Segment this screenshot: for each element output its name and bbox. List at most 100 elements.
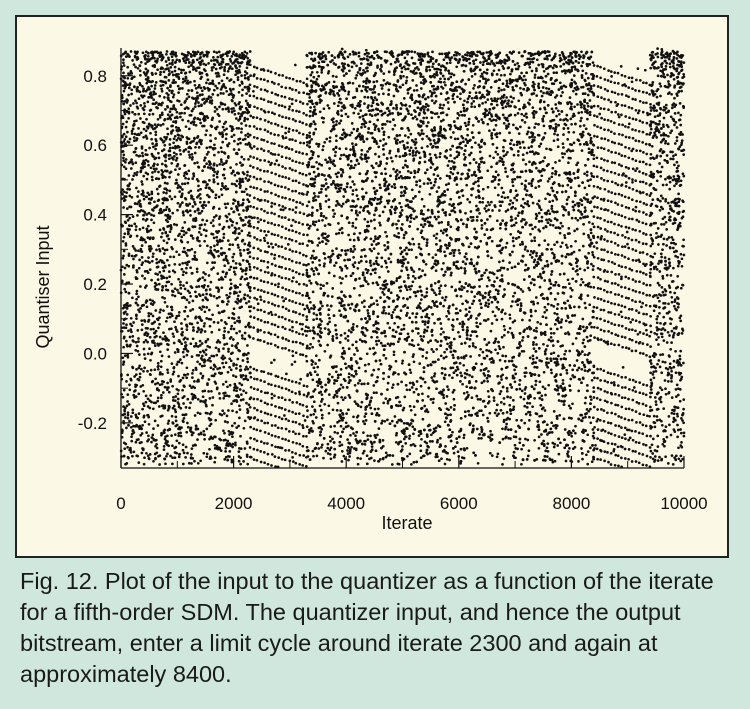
data-point xyxy=(185,430,189,434)
data-point xyxy=(203,180,206,183)
data-point xyxy=(469,334,473,337)
data-point xyxy=(229,431,233,434)
data-point xyxy=(191,177,195,180)
data-point xyxy=(181,80,185,84)
data-point xyxy=(215,296,219,300)
data-point xyxy=(242,296,246,300)
data-point xyxy=(232,50,236,54)
data-point xyxy=(232,327,236,331)
data-point xyxy=(168,230,172,234)
data-point xyxy=(228,268,231,272)
data-point xyxy=(243,110,247,114)
data-point xyxy=(167,93,170,97)
data-point xyxy=(206,244,209,248)
data-point xyxy=(156,123,160,127)
data-point xyxy=(231,351,234,355)
data-point xyxy=(132,174,135,178)
data-point xyxy=(185,281,189,285)
data-point xyxy=(155,388,159,391)
data-point xyxy=(190,447,194,450)
data-point xyxy=(194,342,198,345)
data-point xyxy=(131,411,135,415)
data-point xyxy=(242,172,246,176)
data-point xyxy=(211,93,215,96)
data-point xyxy=(155,59,159,63)
data-point xyxy=(146,352,150,356)
data-point xyxy=(123,51,127,55)
data-point xyxy=(150,84,153,88)
data-point xyxy=(150,175,154,179)
data-point xyxy=(230,324,234,328)
data-point xyxy=(204,133,208,137)
data-point xyxy=(143,319,146,322)
data-point xyxy=(135,153,138,157)
data-point xyxy=(231,62,234,65)
data-point xyxy=(364,419,368,422)
data-point xyxy=(142,87,145,91)
data-point xyxy=(187,89,190,92)
data-point xyxy=(131,454,134,458)
data-point xyxy=(177,432,181,435)
data-point xyxy=(167,355,171,358)
data-point xyxy=(224,450,227,453)
data-point xyxy=(217,74,221,78)
data-point xyxy=(163,248,167,252)
data-point xyxy=(244,268,248,272)
data-point xyxy=(399,205,403,209)
data-point xyxy=(179,103,183,107)
data-point xyxy=(225,89,229,93)
data-point xyxy=(197,278,201,282)
data-point xyxy=(155,167,158,171)
data-point xyxy=(171,58,175,62)
data-point xyxy=(156,273,160,276)
data-point xyxy=(215,107,219,111)
data-point xyxy=(197,230,201,234)
data-point xyxy=(238,408,242,411)
data-point xyxy=(127,456,130,460)
data-point xyxy=(189,453,193,456)
data-point xyxy=(135,297,138,301)
data-point xyxy=(466,128,469,131)
data-point xyxy=(202,228,206,232)
data-point xyxy=(245,365,248,369)
data-point xyxy=(402,233,406,237)
data-point xyxy=(203,156,207,160)
data-point xyxy=(316,365,320,369)
data-point xyxy=(158,454,162,457)
data-point xyxy=(212,255,216,259)
data-point xyxy=(166,258,169,262)
data-point xyxy=(226,442,230,446)
data-point xyxy=(366,309,370,312)
data-point xyxy=(126,52,129,56)
data-point xyxy=(193,210,197,213)
data-point xyxy=(182,284,185,287)
data-point xyxy=(195,91,199,95)
data-point xyxy=(183,413,186,417)
data-point xyxy=(136,195,139,198)
data-point xyxy=(122,58,125,62)
data-point xyxy=(410,248,413,252)
data-point xyxy=(182,229,186,233)
data-point xyxy=(242,389,245,393)
data-point xyxy=(221,270,225,274)
data-point xyxy=(147,201,151,205)
data-point xyxy=(195,285,198,289)
data-point xyxy=(169,227,173,231)
data-point xyxy=(135,289,139,293)
data-point xyxy=(188,209,192,213)
data-point xyxy=(170,305,174,309)
data-point xyxy=(231,99,234,103)
data-point xyxy=(156,342,159,346)
data-point xyxy=(226,106,230,110)
data-point xyxy=(152,155,155,158)
data-point xyxy=(150,125,154,129)
data-point xyxy=(134,348,138,352)
data-point xyxy=(233,109,236,113)
data-point xyxy=(229,368,233,372)
data-point xyxy=(199,56,202,59)
data-point xyxy=(212,236,216,240)
data-point xyxy=(191,156,194,159)
data-point xyxy=(215,235,219,239)
data-point xyxy=(163,406,167,410)
data-point xyxy=(129,316,133,320)
